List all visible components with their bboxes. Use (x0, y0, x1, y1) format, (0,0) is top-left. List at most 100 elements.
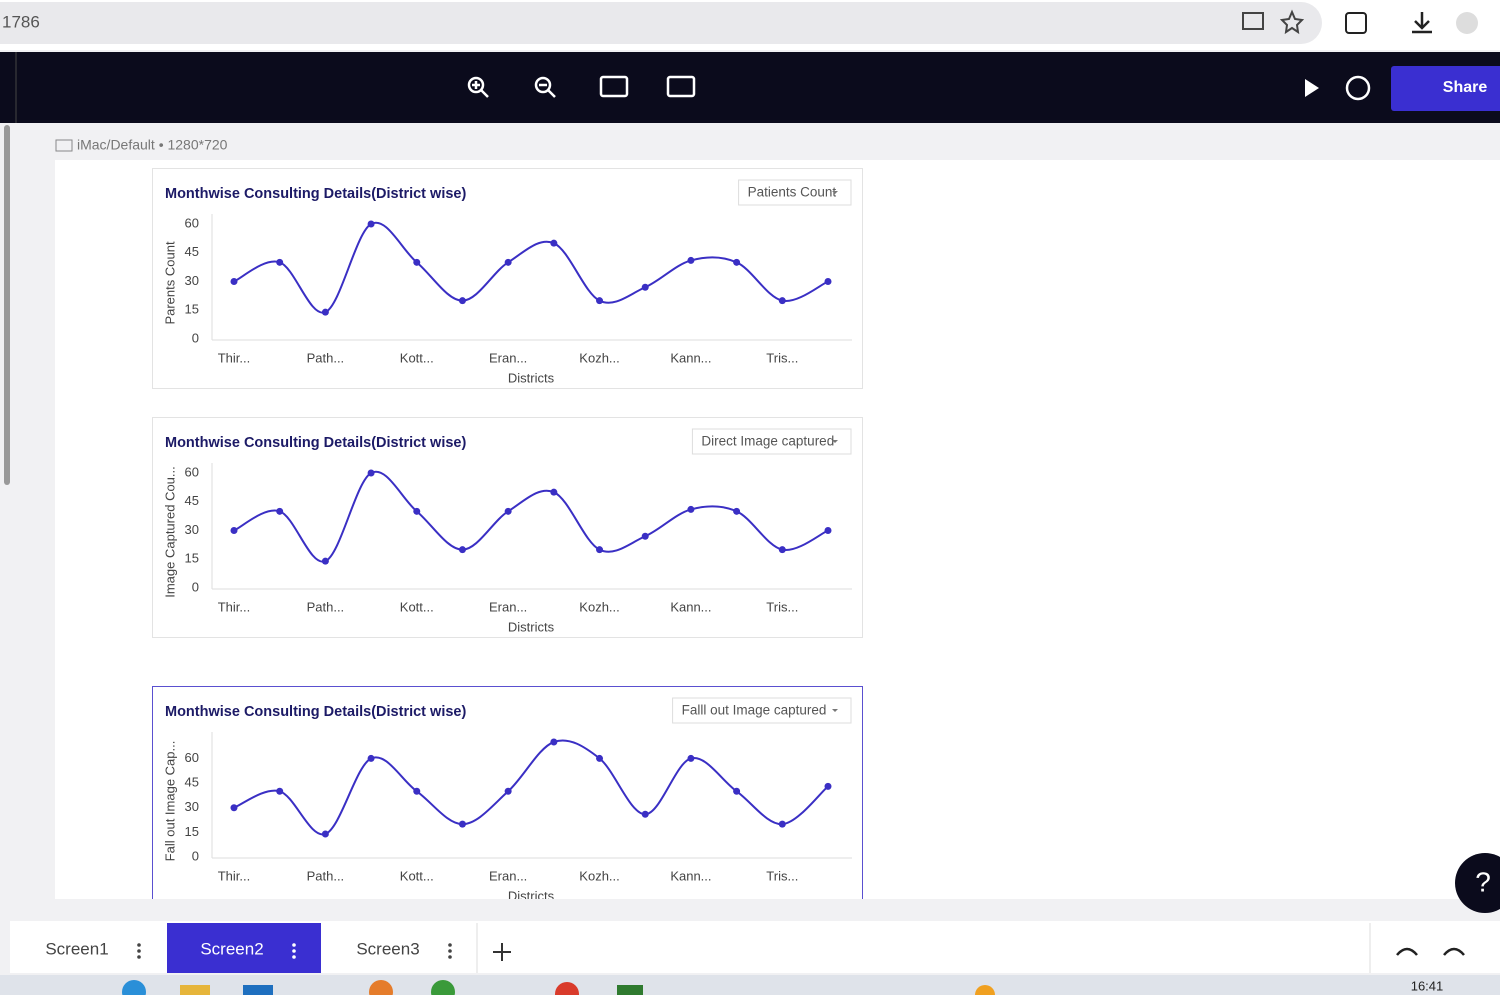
chart-card: Monthwise Consulting Details(District wi… (152, 686, 863, 907)
point (413, 258, 421, 266)
x-tick-label: Kann... (670, 868, 711, 883)
fit-icon[interactable] (599, 75, 629, 98)
help-label: ? (1475, 866, 1491, 897)
point (824, 278, 832, 285)
point (550, 488, 558, 496)
y-tick-label: 15 (185, 302, 199, 317)
dropdown[interactable] (672, 697, 852, 724)
point (596, 297, 604, 305)
address-text: 1786 (2, 12, 40, 31)
dropdown-caret (832, 191, 838, 194)
extensions-icon[interactable] (1345, 12, 1367, 34)
point (733, 787, 741, 795)
x-axis-title: Districts (508, 370, 555, 385)
point (596, 546, 604, 554)
y-tick-label: 45 (185, 493, 199, 508)
point (413, 787, 421, 795)
comment-icon[interactable] (1345, 75, 1371, 101)
x-tick-label: Kozh... (579, 350, 619, 365)
device-label: iMac/Default • 1280*720 (77, 137, 228, 153)
taskbar (0, 975, 1500, 995)
point (230, 804, 238, 812)
point (641, 283, 649, 291)
add-tab[interactable] (493, 943, 511, 961)
scrollbar[interactable] (4, 125, 10, 485)
point (276, 507, 284, 515)
fullscreen-icon[interactable] (666, 75, 696, 98)
share-button[interactable] (1391, 66, 1500, 111)
zoom-out-icon[interactable] (534, 76, 552, 94)
y-tick-label: 0 (192, 848, 199, 863)
y-tick-label: 15 (185, 824, 199, 839)
play-icon[interactable] (1305, 79, 1319, 97)
x-axis-title: Districts (508, 619, 555, 634)
point (778, 297, 786, 305)
point (458, 297, 466, 305)
chart-card: Monthwise Consulting Details(District wi… (152, 168, 863, 389)
tab-label[interactable]: Screen3 (356, 939, 419, 958)
y-tick-label: 30 (185, 799, 199, 814)
zoom-in-icon[interactable] (467, 76, 485, 94)
active-tab[interactable] (167, 923, 321, 973)
undo-redo[interactable] (1396, 947, 1465, 956)
dropdown[interactable] (738, 179, 852, 206)
point (687, 505, 695, 513)
point (230, 527, 238, 534)
y-tick-label: 60 (185, 215, 199, 230)
profile-avatar[interactable] (1456, 12, 1478, 34)
point (504, 787, 512, 795)
chart-card: Monthwise Consulting Details(District wi… (152, 417, 863, 638)
point (550, 738, 558, 746)
x-tick-label: Eran... (489, 350, 527, 365)
point (321, 557, 329, 565)
point (321, 308, 329, 316)
x-tick-label: Eran... (489, 599, 527, 614)
y-tick-label: 60 (185, 464, 199, 479)
tab-label[interactable]: Screen2 (200, 939, 263, 958)
x-tick-label: Thir... (218, 350, 251, 365)
install-icon[interactable] (1242, 12, 1264, 30)
dropdown-label: Patients Count (748, 185, 837, 200)
x-tick-label: Path... (307, 599, 345, 614)
point (367, 220, 375, 228)
x-tick-label: Kozh... (579, 868, 619, 883)
y-tick-label: 15 (185, 551, 199, 566)
download-icon[interactable] (1412, 12, 1432, 34)
chart-title: Monthwise Consulting Details(District wi… (165, 704, 466, 720)
point (367, 754, 375, 762)
point (641, 810, 649, 818)
point (550, 239, 558, 247)
clock: 16:41 (1411, 978, 1444, 993)
help-button[interactable] (1455, 853, 1500, 913)
dropdown[interactable] (691, 428, 852, 455)
y-tick-label: 0 (192, 330, 199, 345)
x-tick-label: Thir... (218, 599, 251, 614)
point (458, 546, 466, 554)
y-axis-title: Image Captured Cou... (162, 466, 177, 598)
x-tick-label: Path... (307, 350, 345, 365)
bookmark-icon[interactable] (1279, 9, 1305, 35)
x-tick-label: Tris... (766, 350, 798, 365)
x-tick-label: Kann... (670, 599, 711, 614)
y-tick-label: 30 (185, 273, 199, 288)
address-bar[interactable] (0, 2, 1322, 44)
point (778, 820, 786, 828)
charts: Monthwise Consulting Details(District wi… (152, 168, 863, 907)
y-tick-label: 45 (185, 775, 199, 790)
y-tick-label: 30 (185, 522, 199, 537)
tab-label[interactable]: Screen1 (45, 939, 108, 958)
device-icon (55, 139, 73, 152)
point (230, 278, 238, 285)
tab-menus (137, 943, 452, 959)
y-tick-label: 0 (192, 579, 199, 594)
point (778, 546, 786, 554)
x-tick-label: Kozh... (579, 599, 619, 614)
point (276, 787, 284, 795)
point (596, 754, 604, 762)
point (367, 469, 375, 477)
point (504, 258, 512, 266)
x-tick-label: Tris... (766, 599, 798, 614)
x-tick-label: Eran... (489, 868, 527, 883)
